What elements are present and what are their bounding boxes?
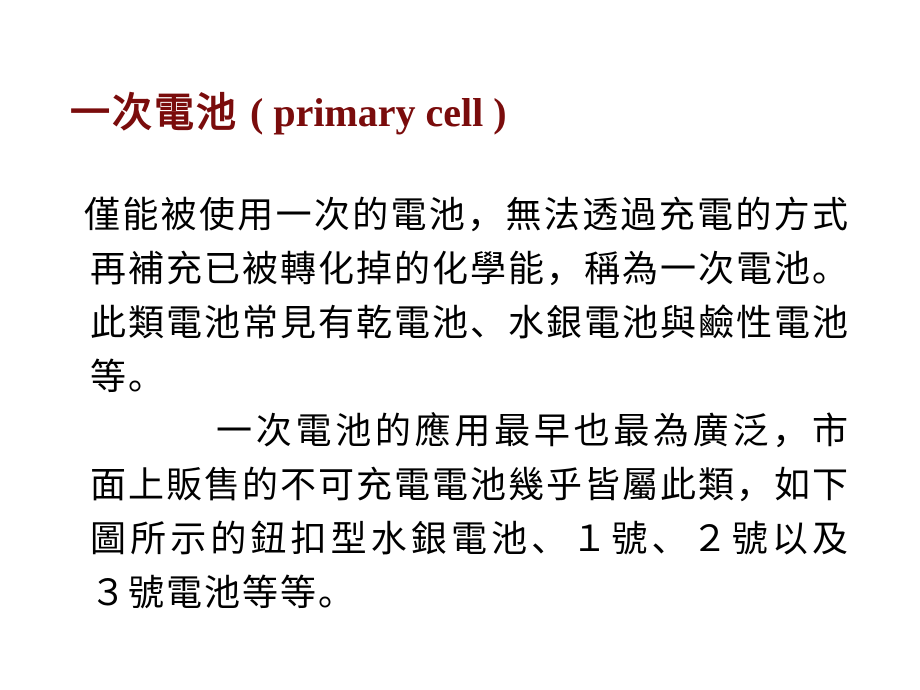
title-english: ( primary cell ) <box>250 90 507 135</box>
p2-num3: ３ <box>90 573 128 613</box>
paragraph-2: 一次電池的應用最早也最為廣泛，市面上販售的不可充電電池幾乎皆屬此類，如下圖所示的… <box>90 404 850 620</box>
p2-mid2: 號以及 <box>732 519 850 559</box>
p2-mid1: 號、 <box>611 519 691 559</box>
title-chinese: 一次電池 <box>70 90 238 135</box>
slide-body: 僅能被使用一次的電池，無法透過充電的方式再補充已被轉化掉的化學能，稱為一次電池。… <box>70 188 850 620</box>
p2-end: 號電池等等。 <box>128 573 356 613</box>
paragraph-1: 僅能被使用一次的電池，無法透過充電的方式再補充已被轉化掉的化學能，稱為一次電池。… <box>90 188 850 404</box>
slide-content: 一次電池 ( primary cell ) 僅能被使用一次的電池，無法透過充電的… <box>0 0 920 690</box>
slide-title: 一次電池 ( primary cell ) <box>70 80 850 138</box>
p2-num2: ２ <box>692 519 732 559</box>
p2-num1: １ <box>571 519 611 559</box>
